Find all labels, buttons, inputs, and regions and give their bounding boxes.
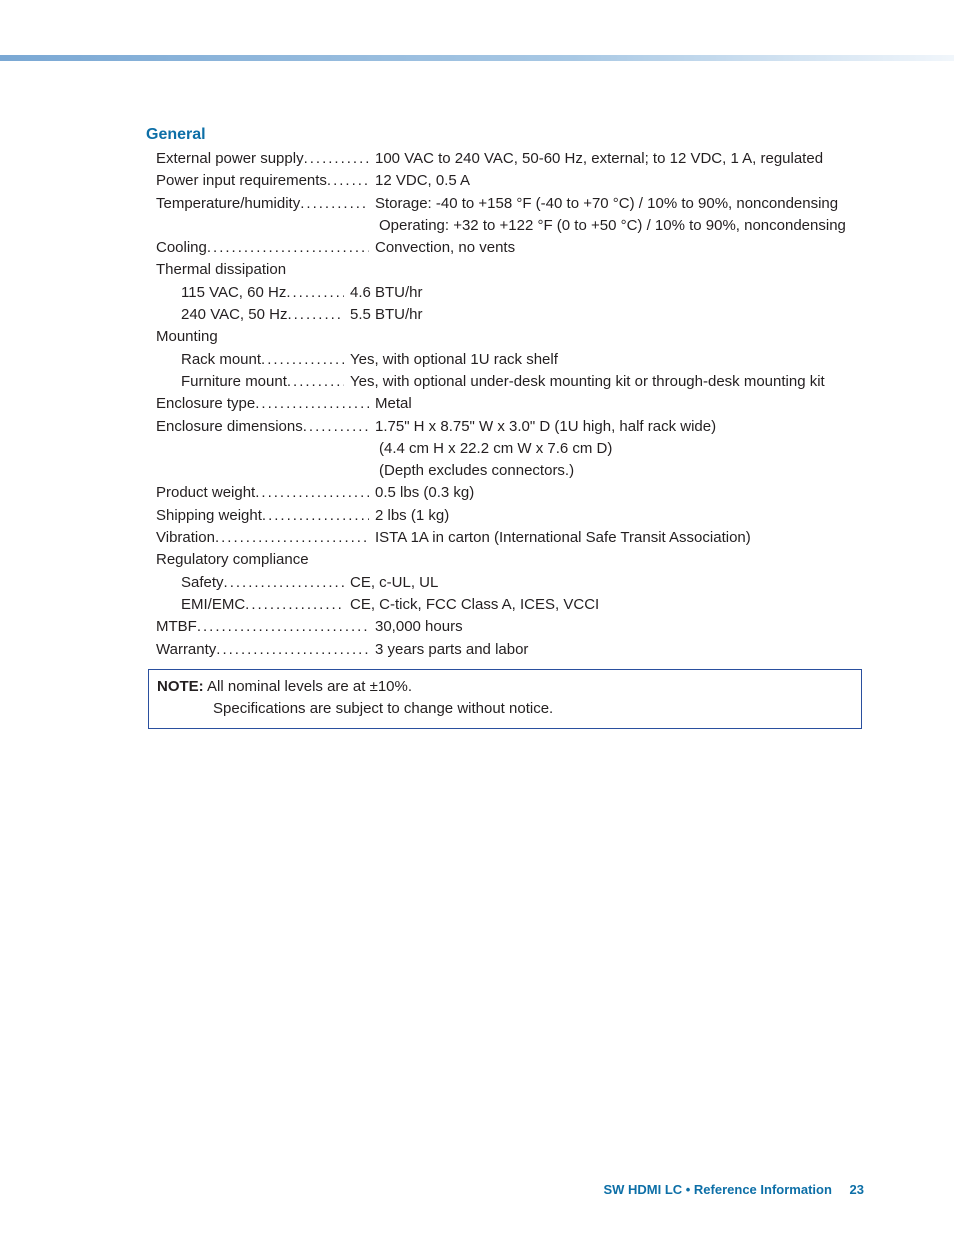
spec-row: External power supply...................… [146, 148, 916, 170]
spec-value: ISTA 1A in carton (International Safe Tr… [369, 527, 751, 549]
spec-value: CE, c-UL, UL [344, 572, 438, 594]
note-line-2: Specifications are subject to change wit… [157, 698, 853, 720]
spec-row: Cooling.................................… [146, 237, 916, 259]
note-text-1: All nominal levels are at ±10%. [207, 678, 412, 695]
spec-label: Enclosure type..........................… [146, 393, 369, 415]
spec-row-continuation: (Depth excludes connectors.) [146, 460, 916, 482]
spec-list: External power supply...................… [146, 148, 916, 661]
note-prefix: NOTE: [157, 678, 204, 695]
spec-row: Furniture mount.........................… [146, 371, 916, 393]
spec-row: Enclosure type..........................… [146, 393, 916, 415]
spec-label: Vibration...............................… [146, 527, 369, 549]
spec-row: Power input requirements................… [146, 170, 916, 192]
spec-row: 240 VAC, 50 Hz..........................… [146, 304, 916, 326]
spec-row: Safety..................................… [146, 572, 916, 594]
spec-group-header: Regulatory compliance [146, 549, 916, 571]
spec-row: Product weight..........................… [146, 482, 916, 504]
content-area: General External power supply...........… [146, 126, 916, 729]
spec-label: External power supply...................… [146, 148, 369, 170]
spec-label: Temperature/humidity....................… [146, 193, 369, 215]
spec-row: Warranty................................… [146, 639, 916, 661]
spec-value: Convection, no vents [369, 237, 515, 259]
spec-row: Temperature/humidity....................… [146, 193, 916, 215]
spec-value: (Depth excludes connectors.) [379, 460, 574, 482]
spec-row: Vibration...............................… [146, 527, 916, 549]
spec-value: 1.75" H x 8.75" W x 3.0" D (1U high, hal… [369, 416, 716, 438]
spec-row: Rack mount..............................… [146, 349, 916, 371]
spec-row: Shipping weight.........................… [146, 505, 916, 527]
spec-row: 115 VAC, 60 Hz..........................… [146, 282, 916, 304]
spec-value: Metal [369, 393, 412, 415]
spec-row-continuation: (4.4 cm H x 22.2 cm W x 7.6 cm D) [146, 438, 916, 460]
spec-value: CE, C-tick, FCC Class A, ICES, VCCI [344, 594, 599, 616]
spec-value: 12 VDC, 0.5 A [369, 170, 470, 192]
spec-label: Safety..................................… [146, 572, 344, 594]
spec-value: 3 years parts and labor [369, 639, 528, 661]
page-top-accent-bar [0, 55, 954, 61]
spec-label: MTBF....................................… [146, 616, 369, 638]
spec-value: Yes, with optional under-desk mounting k… [344, 371, 825, 393]
spec-label: Power input requirements................… [146, 170, 369, 192]
spec-group-header: Thermal dissipation [146, 259, 916, 281]
spec-row: Enclosure dimensions....................… [146, 416, 916, 438]
spec-label: Product weight..........................… [146, 482, 369, 504]
note-box: NOTE: All nominal levels are at ±10%. Sp… [148, 669, 862, 729]
spec-value: 0.5 lbs (0.3 kg) [369, 482, 474, 504]
spec-label: EMI/EMC.................................… [146, 594, 344, 616]
spec-value: 5.5 BTU/hr [344, 304, 423, 326]
spec-label: Shipping weight.........................… [146, 505, 369, 527]
footer-text: SW HDMI LC • Reference Information [603, 1182, 831, 1197]
spec-label: 115 VAC, 60 Hz..........................… [146, 282, 344, 304]
spec-label: Rack mount..............................… [146, 349, 344, 371]
spec-label: Warranty................................… [146, 639, 369, 661]
spec-row-continuation: Operating: +32 to +122 °F (0 to +50 °C) … [146, 215, 916, 237]
spec-value: 100 VAC to 240 VAC, 50-60 Hz, external; … [369, 148, 823, 170]
spec-group-header: Mounting [146, 326, 916, 348]
spec-value: Storage: -40 to +158 °F (-40 to +70 °C) … [369, 193, 838, 215]
spec-value: (4.4 cm H x 22.2 cm W x 7.6 cm D) [379, 438, 612, 460]
spec-label: 240 VAC, 50 Hz..........................… [146, 304, 344, 326]
spec-label: Furniture mount.........................… [146, 371, 344, 393]
spec-row: MTBF....................................… [146, 616, 916, 638]
section-heading-general: General [146, 126, 916, 144]
spec-value: 4.6 BTU/hr [344, 282, 423, 304]
spec-label: Cooling.................................… [146, 237, 369, 259]
spec-row: EMI/EMC.................................… [146, 594, 916, 616]
page-footer: SW HDMI LC • Reference Information 23 [603, 1182, 864, 1197]
spec-label: Enclosure dimensions....................… [146, 416, 369, 438]
spec-value: Yes, with optional 1U rack shelf [344, 349, 558, 371]
footer-page-number: 23 [836, 1182, 864, 1197]
spec-value: Operating: +32 to +122 °F (0 to +50 °C) … [379, 215, 846, 237]
spec-value: 30,000 hours [369, 616, 463, 638]
spec-value: 2 lbs (1 kg) [369, 505, 449, 527]
note-line-1: NOTE: All nominal levels are at ±10%. [157, 676, 853, 698]
